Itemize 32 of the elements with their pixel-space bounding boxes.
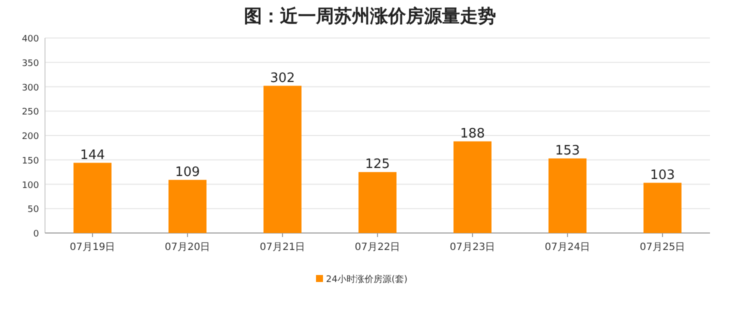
x-tick-label: 07月21日: [260, 242, 306, 253]
x-tick-label: 07月19日: [70, 242, 116, 253]
data-label: 103: [650, 168, 675, 183]
bar: [358, 172, 396, 233]
bar: [264, 86, 302, 233]
data-label: 153: [555, 143, 580, 158]
y-tick-label: 200: [22, 132, 40, 142]
data-label: 188: [460, 126, 485, 142]
y-tick-label: 100: [22, 180, 40, 191]
y-tick-label: 300: [22, 83, 40, 94]
bar: [74, 162, 112, 233]
x-tick-label: 07月25日: [640, 242, 686, 253]
chart-title: 图：近一周苏州涨价房源量走势: [244, 6, 496, 27]
x-tick-label: 07月22日: [354, 242, 400, 253]
bar: [548, 158, 586, 233]
x-tick-label: 07月23日: [450, 242, 496, 253]
bar: [454, 141, 492, 233]
y-tick-label: 400: [22, 34, 40, 44]
data-label: 125: [365, 157, 390, 172]
x-tick-label: 07月20日: [164, 242, 210, 253]
data-label: 109: [175, 164, 200, 180]
legend-label: 24小时涨价房源(套): [326, 274, 408, 285]
y-tick-label: 50: [28, 205, 40, 216]
bar: [168, 180, 206, 233]
y-tick-label: 250: [22, 108, 40, 118]
bar: [644, 182, 682, 233]
y-tick-label: 150: [22, 156, 40, 166]
data-label: 144: [80, 148, 105, 163]
x-tick-label: 07月24日: [544, 242, 590, 253]
data-label: 302: [270, 70, 295, 86]
y-tick-label: 0: [33, 230, 40, 240]
y-tick-label: 350: [22, 58, 40, 69]
